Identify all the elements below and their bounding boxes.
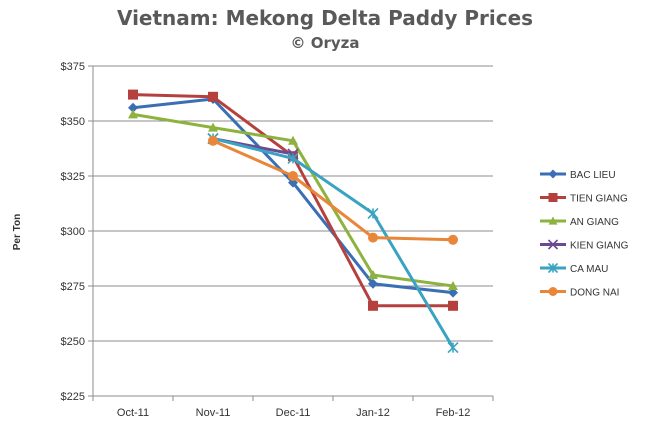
series-line [132,97,454,295]
legend-label: DONG NAI [570,288,619,299]
data-point [288,171,298,181]
legend-label: BAC LIEU [570,170,616,181]
legend-item: CA MAU [540,262,608,275]
series-bac-lieu [128,94,458,298]
series-dong-nai [208,135,458,245]
series-an-giang [128,109,458,290]
data-point [368,232,378,243]
data-point [368,300,378,311]
y-tick-label: $250 [61,336,85,348]
y-axis-label: Per Ton [12,214,23,250]
data-point [448,234,458,245]
data-point [288,135,298,145]
legend: BAC LIEU TIEN GIANG AN GIANG KIEN GIANG CA M… [540,169,629,299]
axes [88,65,494,401]
series-ca-mau [207,133,459,354]
chart-title: Vietnam: Mekong Delta Paddy Prices [116,6,534,30]
data-point [548,287,558,296]
data-point [548,193,558,202]
data-point [448,287,458,298]
y-tick-labels: $225 $250 $275 $300 $325 $350 $375 [61,61,85,403]
data-point [287,152,299,164]
x-tick-label: Dec-11 [276,407,311,419]
legend-item: BAC LIEU [540,169,616,181]
data-point [448,281,458,290]
data-point [368,278,378,289]
legend-item: TIEN GIANG [540,193,628,205]
legend-label: TIEN GIANG [570,194,628,205]
legend-label: CA MAU [570,264,608,275]
data-point [368,270,378,279]
y-tick-label: $325 [61,171,85,183]
data-point [548,169,558,179]
y-tick-label: $225 [61,391,85,403]
data-point [128,89,138,100]
x-tick-label: Jan-12 [356,407,390,419]
legend-item: AN GIANG [540,216,619,228]
data-point [547,262,559,274]
x-tick-label: Oct-11 [117,407,149,419]
y-tick-label: $375 [61,61,85,73]
series-lines [128,89,459,354]
data-point [208,135,218,146]
data-point [208,91,218,102]
x-tick-label: Feb-12 [436,407,471,419]
gridlines [93,65,493,397]
data-point [448,300,458,311]
series-line [132,93,453,308]
data-point [367,207,379,219]
data-point [447,342,459,354]
data-point [128,109,138,119]
chart-subtitle: © Oryza [290,34,360,52]
x-tick-labels: Oct-11 Nov-11 Dec-11 Jan-12 Feb-12 [117,407,471,419]
y-tick-label: $275 [61,281,85,293]
data-point [547,239,559,250]
legend-label: AN GIANG [570,217,619,228]
y-tick-label: $350 [61,116,85,128]
legend-item: KIEN GIANG [540,239,629,252]
data-point [128,102,138,113]
series-line [212,137,455,349]
series-line [212,139,454,242]
data-point-stroke [547,239,559,250]
legend-label: KIEN GIANG [570,241,629,252]
y-tick-label: $300 [61,226,85,238]
legend-item: DONG NAI [540,287,619,299]
data-point [208,122,218,132]
data-point [548,216,558,225]
x-tick-label: Nov-11 [196,407,231,419]
